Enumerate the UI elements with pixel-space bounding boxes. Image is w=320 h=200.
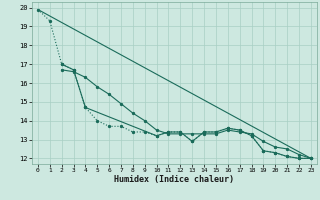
X-axis label: Humidex (Indice chaleur): Humidex (Indice chaleur) xyxy=(115,175,234,184)
